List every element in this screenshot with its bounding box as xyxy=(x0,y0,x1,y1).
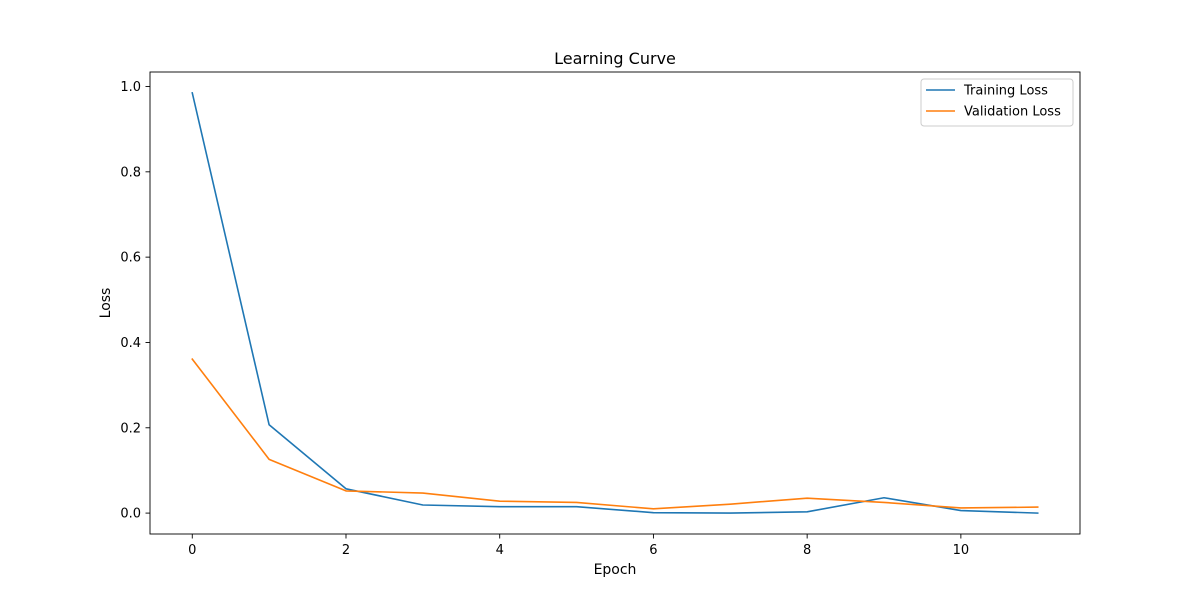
legend-box xyxy=(920,78,1074,127)
y-tick-label: 1.0 xyxy=(120,80,141,95)
y-tick-label: 0.0 xyxy=(120,507,141,522)
y-axis-label: Loss xyxy=(98,288,114,319)
x-tick-label: 8 xyxy=(803,543,811,558)
x-axis-label: Epoch xyxy=(594,562,637,578)
y-tick-label: 0.4 xyxy=(120,336,141,351)
x-tick-label: 4 xyxy=(496,543,504,558)
legend-label-training-loss: Training Loss xyxy=(963,84,1048,99)
legend-label-validation-loss: Validation Loss xyxy=(964,105,1061,120)
chart-title: Learning Curve xyxy=(554,49,676,68)
axes-frame xyxy=(149,71,1081,535)
x-tick-label: 2 xyxy=(342,543,350,558)
plot-area: 0 2 4 6 8 10 0.0 0.2 0.4 0.6 0.8 1.0 xyxy=(120,71,1081,558)
series-line-training-loss xyxy=(191,91,1039,514)
x-tick-label: 6 xyxy=(649,543,657,558)
y-tick-label: 0.8 xyxy=(120,165,141,180)
x-tick-label: 10 xyxy=(953,543,970,558)
y-tick-label: 0.6 xyxy=(120,251,141,266)
x-tick-label: 0 xyxy=(188,543,196,558)
y-tick-label: 0.2 xyxy=(120,421,141,436)
legend: Training Loss Validation Loss xyxy=(920,78,1074,127)
series-line-validation-loss xyxy=(191,357,1039,510)
